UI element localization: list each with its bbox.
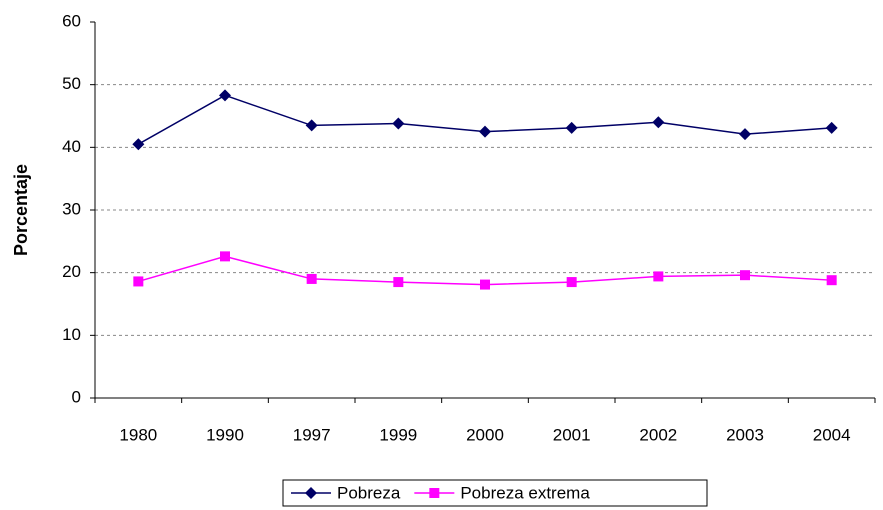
marker	[652, 116, 665, 129]
marker	[305, 119, 318, 132]
y-axis-label: Porcentaje	[11, 164, 31, 256]
marker	[479, 125, 491, 138]
marker	[565, 121, 578, 134]
marker	[566, 277, 577, 288]
marker	[826, 275, 837, 286]
x-tick-label: 1980	[119, 425, 157, 444]
x-tick-label: 2001	[553, 425, 591, 444]
legend-box	[282, 479, 708, 507]
y-tick-label: 20	[62, 262, 81, 281]
x-tick-label: 2002	[639, 425, 677, 444]
x-tick-label: 2004	[813, 425, 851, 444]
y-tick-label: 60	[62, 11, 81, 30]
x-tick-label: 2003	[726, 425, 764, 444]
marker	[393, 277, 404, 288]
marker	[219, 89, 231, 102]
marker	[132, 138, 145, 151]
marker	[220, 251, 230, 262]
marker	[305, 487, 317, 499]
legend-label: Pobreza	[337, 483, 401, 502]
x-tick-label: 1997	[293, 425, 331, 444]
y-tick-label: 0	[72, 387, 81, 406]
marker	[392, 117, 405, 130]
marker	[306, 273, 317, 284]
x-tick-label: 1999	[379, 425, 417, 444]
x-tick-label: 2000	[466, 425, 504, 444]
y-tick-label: 50	[62, 74, 81, 93]
marker	[653, 271, 664, 282]
marker	[825, 121, 838, 134]
marker	[480, 279, 490, 290]
marker	[133, 276, 144, 287]
y-tick-label: 40	[62, 137, 81, 156]
marker	[739, 128, 751, 141]
marker	[429, 488, 440, 498]
marker	[740, 270, 750, 281]
y-tick-label: 10	[62, 325, 81, 344]
legend-label: Pobreza extrema	[460, 483, 590, 502]
x-tick-label: 1990	[206, 425, 244, 444]
y-tick-label: 30	[62, 199, 81, 218]
